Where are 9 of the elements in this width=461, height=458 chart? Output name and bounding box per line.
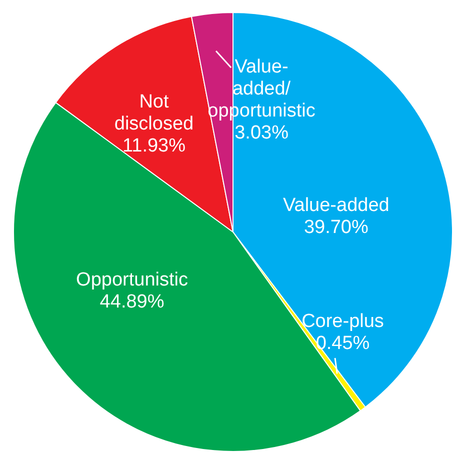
slice-label: Core-plus — [302, 311, 384, 332]
data-label: 0.45% — [316, 333, 370, 354]
data-label: 44.89% — [100, 292, 164, 312]
data-label: 3.03% — [234, 122, 289, 144]
slice-label: Not disclosed — [114, 92, 194, 135]
data-label: 39.70% — [304, 216, 368, 238]
data-label: 11.93% — [122, 136, 186, 157]
slice-label: Opportunistic — [76, 270, 188, 290]
slice-label: Value-added — [282, 194, 390, 216]
